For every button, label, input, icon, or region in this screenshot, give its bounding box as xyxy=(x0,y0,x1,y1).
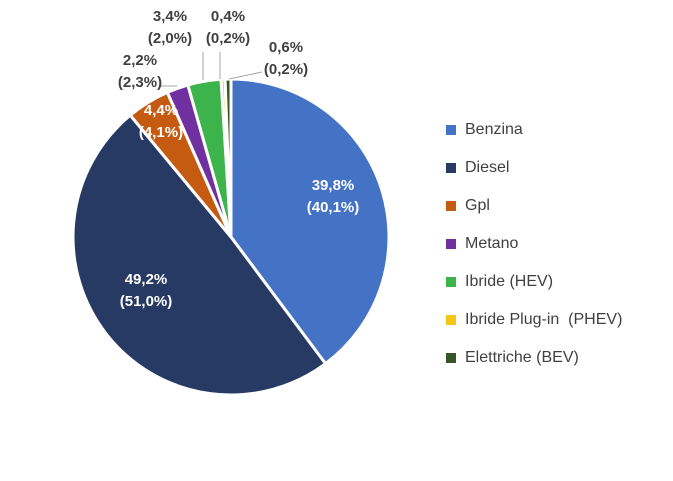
data-label-previous: (0,2%) xyxy=(264,61,308,78)
data-label: 0,4% (0,2%) xyxy=(206,8,250,47)
legend-label: Elettriche (BEV) xyxy=(465,349,579,366)
legend-item: Ibride Plug-in (PHEV) xyxy=(446,301,622,339)
data-label-value: 49,2% xyxy=(125,271,168,288)
legend-swatch xyxy=(446,353,456,363)
pie-slice-diesel xyxy=(71,113,328,397)
legend-item: Ibride (HEV) xyxy=(446,263,622,301)
data-label-value: 2,2% xyxy=(123,52,157,69)
data-label-previous: (2,0%) xyxy=(148,30,192,47)
legend-label: Ibride Plug-in (PHEV) xyxy=(465,311,623,328)
legend-label: Benzina xyxy=(465,121,523,138)
data-label: 0,6% (0,2%) xyxy=(264,39,308,78)
data-label-value: 4,4% xyxy=(144,102,178,119)
legend-swatch xyxy=(446,201,456,211)
data-label-previous: (0,2%) xyxy=(206,30,250,47)
data-label-previous: (40,1%) xyxy=(307,199,360,216)
legend-label: Metano xyxy=(465,235,519,252)
data-label: 3,4% (2,0%) xyxy=(148,8,192,47)
data-label: 4,4% (4,1%) xyxy=(139,102,183,141)
legend-item: Gpl xyxy=(446,187,622,225)
legend-swatch xyxy=(446,239,456,249)
legend-label: Diesel xyxy=(465,159,510,176)
legend-swatch xyxy=(446,277,456,287)
pie-slices xyxy=(71,77,391,397)
data-labels: 39,8% (40,1%) 49,2% (51,0%) 4,4% (4,1%) 2,2% (2… xyxy=(118,8,359,310)
data-label-previous: (2,3%) xyxy=(118,74,162,91)
legend-swatch xyxy=(446,163,456,173)
legend-item: Metano xyxy=(446,225,622,263)
leader-lines xyxy=(160,52,263,87)
data-label-value: 0,4% xyxy=(211,8,245,25)
data-label-previous: (4,1%) xyxy=(139,124,183,141)
legend-label: Gpl xyxy=(465,197,490,214)
pie-slice-benzina xyxy=(229,77,391,366)
data-label-value: 3,4% xyxy=(153,8,187,25)
data-label-value: 0,6% xyxy=(269,39,303,56)
data-label-previous: (51,0%) xyxy=(120,293,173,310)
legend: Benzina Diesel Gpl Metano Ibride (HEV) Ibride… xyxy=(446,111,622,377)
legend-item: Benzina xyxy=(446,111,622,149)
legend-swatch xyxy=(446,125,456,135)
legend-swatch xyxy=(446,315,456,325)
legend-item: Elettriche (BEV) xyxy=(446,339,622,377)
leader-line xyxy=(228,71,263,80)
legend-label: Ibride (HEV) xyxy=(465,273,554,290)
data-label: 49,2% (51,0%) xyxy=(120,271,173,310)
legend-item: Diesel xyxy=(446,149,622,187)
data-label-value: 39,8% xyxy=(312,177,355,194)
data-label: 2,2% (2,3%) xyxy=(118,52,162,91)
data-label: 39,8% (40,1%) xyxy=(307,177,360,216)
